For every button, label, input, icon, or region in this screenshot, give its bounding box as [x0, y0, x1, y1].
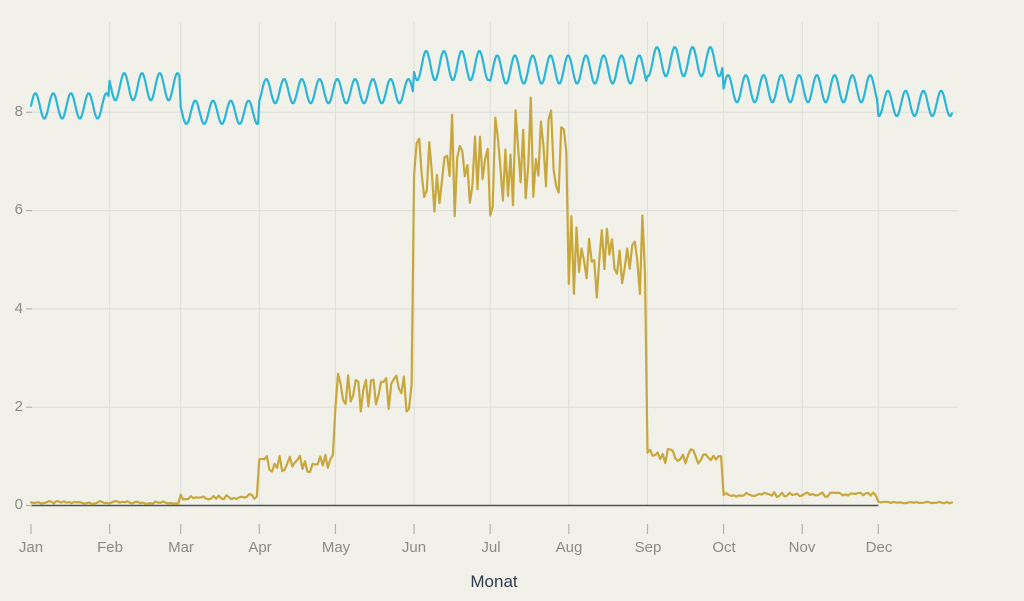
- x-axis-tick-label: Jan: [18, 539, 44, 556]
- x-axis-title: Monat: [470, 572, 518, 591]
- x-axis-tick-label: Aug: [555, 539, 583, 556]
- lower-seasonal-noisy-line: [29, 96, 954, 506]
- upper-weekly-oscillating-line: [29, 46, 954, 125]
- x-axis-tick-label: Jul: [481, 539, 501, 556]
- x-axis-tick-label: Oct: [712, 539, 736, 556]
- y-axis-tick-label: 8: [14, 103, 23, 120]
- y-axis-tick-label: 4: [14, 300, 23, 317]
- x-axis-tick-label: Dec: [865, 539, 893, 556]
- x-axis-tick-label: Feb: [97, 539, 123, 556]
- y-axis-tick-label: 0: [14, 496, 23, 513]
- y-axis-tick-label: 6: [14, 201, 23, 218]
- y-axis-tick-label: 2: [14, 398, 23, 415]
- x-axis-tick-label: May: [321, 539, 351, 556]
- x-axis-tick-label: Nov: [788, 539, 816, 556]
- x-axis-tick-label: Apr: [248, 539, 272, 556]
- x-axis-tick-label: Sep: [634, 539, 662, 556]
- x-axis-tick-label: Mar: [168, 539, 194, 556]
- x-axis-tick-label: Jun: [401, 539, 427, 556]
